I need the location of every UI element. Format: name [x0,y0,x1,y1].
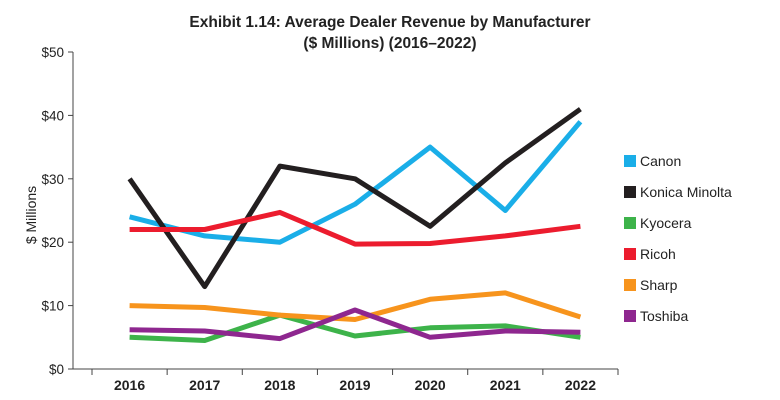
x-tick-label: 2020 [415,377,446,393]
series-line-toshiba [129,307,581,342]
series-line-kyocera [129,312,581,343]
x-tick-label: 2016 [114,377,145,393]
y-tick-label: $50 [41,45,64,60]
legend-label-ricoh: Ricoh [640,246,676,262]
series-line-sharp [129,290,582,322]
y-tick-label: $40 [41,108,64,123]
chart-title-line-2: ($ Millions) (2016–2022) [303,35,476,52]
legend-swatch-toshiba [624,310,636,322]
y-axis-ticks: $0 $10 $20 $30 $40 $50 [41,45,73,377]
legend-swatch-kyocera [624,217,636,229]
chart-title-line-1: Exhibit 1.14: Average Dealer Revenue by … [189,14,590,31]
y-tick-label: $20 [41,235,64,250]
series-line-ricoh [129,209,581,247]
y-axis-title: $ Millions [23,186,39,244]
x-tick-label: 2021 [490,377,521,393]
legend-label-kyocera: Kyocera [640,215,692,231]
y-tick-label: $10 [41,299,64,314]
x-tick-label: 2022 [565,377,596,393]
legend-swatch-sharp [624,279,636,291]
x-tick-label: 2017 [189,377,220,393]
x-tick-label: 2019 [339,377,370,393]
legend-swatch-canon [624,155,636,167]
legend-label-canon: Canon [640,153,681,169]
chart-title: Exhibit 1.14: Average Dealer Revenue by … [189,14,590,52]
legend-swatch-ricoh [624,248,636,260]
x-tick-label: 2018 [264,377,295,393]
legend-swatch-konica-minolta [624,186,636,198]
legend: Canon Konica Minolta Kyocera Ricoh Sharp Tosh… [624,153,732,324]
series-line-konica-minolta [127,107,582,290]
legend-label-konica-minolta: Konica Minolta [640,184,732,200]
series-line-canon [128,120,583,245]
axes [72,52,618,370]
series-lines [127,107,583,343]
legend-label-toshiba: Toshiba [640,308,688,324]
y-tick-label: $30 [41,172,64,187]
y-tick-label: $0 [49,362,64,377]
legend-label-sharp: Sharp [640,277,678,293]
x-axis-ticks: 2016 2017 2018 2019 2020 2021 2022 [91,369,619,393]
